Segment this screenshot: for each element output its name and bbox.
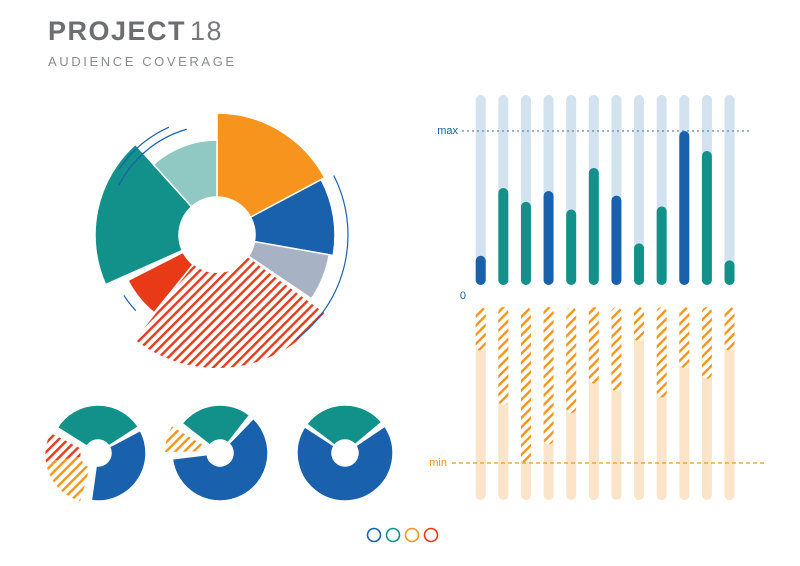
title-number: 18 xyxy=(190,16,224,46)
page-title: PROJECT 18 xyxy=(48,16,237,47)
mini-donut-3-teal xyxy=(305,404,383,447)
bar-track xyxy=(475,307,486,500)
bar-value-hatched xyxy=(724,307,735,351)
mini-donut-1-teal xyxy=(56,404,140,448)
legend-dot-red xyxy=(423,527,439,543)
main-donut-chart xyxy=(94,112,349,368)
mini-donut-3-blue xyxy=(296,425,394,502)
zero-label: 0 xyxy=(460,290,466,302)
audience-coverage-donut-segment-pale-teal xyxy=(152,139,218,208)
guide-lines xyxy=(452,130,765,464)
mini-donut-charts xyxy=(45,404,394,502)
bar-track xyxy=(724,95,735,285)
legend-dot-teal xyxy=(385,527,401,543)
bar-value xyxy=(498,187,509,285)
audience-coverage-donut-segment-red xyxy=(126,251,195,314)
bar-value xyxy=(520,201,531,285)
bar-value xyxy=(588,167,599,285)
legend-dot-orange xyxy=(404,527,420,543)
decor-arc xyxy=(118,126,170,170)
bar-value xyxy=(543,191,554,285)
bar-value-hatched xyxy=(543,307,554,445)
bar-value xyxy=(634,243,645,285)
mini-donut-1-blue xyxy=(90,429,147,502)
bar-value xyxy=(566,209,577,285)
mini-donut-2-hatch-orange xyxy=(165,426,203,453)
bar-track xyxy=(634,307,645,500)
title-text: PROJECT xyxy=(48,16,187,46)
audience-coverage-donut-segment-teal xyxy=(94,143,193,286)
bar-value-hatched xyxy=(656,307,667,398)
bar-chart-positive xyxy=(475,95,735,285)
bar-value-hatched xyxy=(520,307,531,463)
mini-donut-2-teal xyxy=(181,404,251,447)
bar-value xyxy=(701,151,712,285)
mini-donut-1-hatch-orange xyxy=(45,456,90,502)
axis-labels: max 0 min xyxy=(429,125,466,469)
legend-dots xyxy=(366,527,439,543)
bar-track xyxy=(724,307,735,500)
bar-value-hatched xyxy=(588,307,599,384)
legend-dot-blue xyxy=(366,527,382,543)
bar-track xyxy=(634,95,645,285)
bar-value xyxy=(611,195,622,285)
audience-coverage-donut-segment-orange xyxy=(216,112,326,219)
audience-coverage-donut-segment-gray-blue xyxy=(247,240,331,300)
bar-value-hatched xyxy=(498,307,509,406)
page-subtitle: AUDIENCE COVERAGE xyxy=(48,54,237,69)
decor-arc xyxy=(295,175,349,341)
bar-value-hatched xyxy=(475,307,486,351)
mini-donut-1-hatch-red xyxy=(45,433,82,462)
audience-coverage-donut-segment-blue xyxy=(249,178,336,257)
audience-coverage-donut-segment-red-hatched xyxy=(135,257,325,368)
max-label: max xyxy=(437,125,458,137)
bar-value-hatched xyxy=(634,307,645,342)
bar-value xyxy=(724,260,735,285)
min-label: min xyxy=(429,457,447,469)
mini-donut-2-blue xyxy=(171,417,269,502)
bar-value xyxy=(656,206,667,285)
bar-value-hatched xyxy=(566,307,577,414)
decor-arc xyxy=(123,295,137,312)
bar-value-hatched xyxy=(679,307,690,368)
bar-chart-negative xyxy=(475,307,735,500)
bar-value-hatched xyxy=(611,307,622,392)
decor-arc xyxy=(118,128,187,186)
bar-value xyxy=(475,255,486,285)
header: PROJECT 18 AUDIENCE COVERAGE xyxy=(48,16,237,69)
bar-track xyxy=(475,95,486,285)
bar-value xyxy=(679,131,690,285)
bar-value-hatched xyxy=(701,307,712,379)
